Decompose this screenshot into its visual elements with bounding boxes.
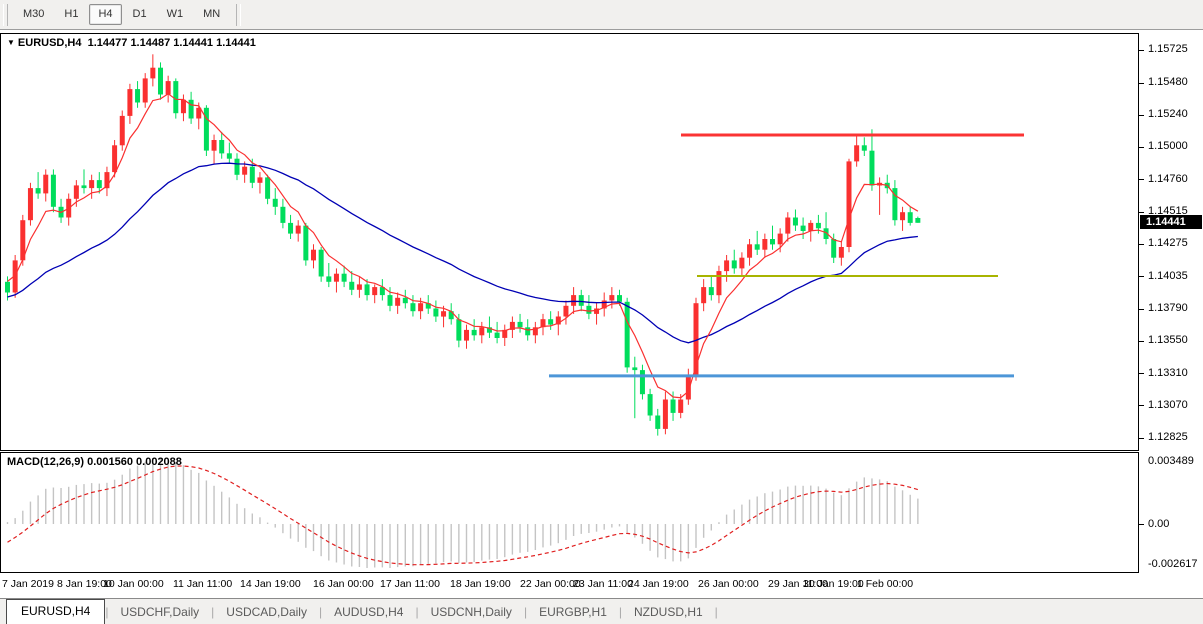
tab-separator: | — [415, 605, 419, 619]
chart-tab-audusd-h4[interactable]: AUDUSD,H4 — [334, 605, 404, 619]
time-axis-label: 29 Jan 11:00 — [768, 578, 828, 590]
price-axis-label: 1.13310 — [1148, 367, 1188, 379]
timeframe-button-w1[interactable]: W1 — [166, 8, 184, 20]
price-tick — [1139, 341, 1144, 342]
macd-tick — [1139, 524, 1144, 525]
timeframe-toolbar: M30 H1 H4 D1 W1 MN — [0, 0, 1203, 30]
tab-separator: | — [523, 605, 528, 619]
time-axis-label: 7 Jan 2019 — [2, 578, 54, 590]
time-axis-label: 16 Jan 00:00 — [313, 578, 374, 590]
tab-separator: | — [211, 605, 215, 619]
time-axis-label: 10 Jan 00:00 — [103, 578, 164, 590]
chart-tab-usdchf-daily[interactable]: USDCHF,Daily — [120, 605, 200, 619]
macd-canvas — [6, 458, 919, 568]
time-axis-label: 24 Jan 19:00 — [628, 578, 689, 590]
chart-dropdown-icon[interactable]: ▼ — [7, 38, 15, 47]
chart-tab-bar: EURUSD,H4 | USDCHF,Daily | USDCAD,Daily | AUDU… — [0, 598, 1203, 624]
chart-tab-eurusd-h4[interactable]: EURUSD,H4 — [6, 599, 106, 624]
timeframe-button-mn[interactable]: MN — [203, 8, 221, 20]
price-tick — [1139, 276, 1144, 277]
macd-name: MACD(12,26,9) — [7, 456, 85, 468]
tab-separator: | — [618, 605, 622, 619]
chart-tab-eurgbp-h1[interactable]: EURGBP,H1 — [539, 605, 607, 619]
price-axis-label: 1.15240 — [1148, 108, 1188, 120]
time-axis-label: 26 Jan 00:00 — [698, 578, 759, 590]
price-tick — [1139, 405, 1144, 406]
timeframe-button-m30[interactable]: M30 — [23, 8, 45, 20]
tab-separator: | — [318, 605, 323, 619]
price-tick — [1139, 438, 1144, 439]
chart-title: ▼ EURUSD,H4 1.14477 1.14487 1.14441 1.144… — [7, 37, 256, 49]
price-axis-label: 1.15725 — [1148, 43, 1188, 55]
time-axis-label: 8 Jan 19:00 — [57, 578, 112, 590]
macd-indicator-pane[interactable]: MACD(12,26,9) 0.001560 0.002088 — [0, 452, 1139, 573]
chart-symbol-label: EURUSD,H4 — [17, 37, 82, 49]
timeframe-button-h1[interactable]: H1 — [64, 8, 79, 20]
timeframe-button-h4[interactable]: H4 — [89, 4, 122, 25]
macd-axis-label-zero: 0.00 — [1148, 518, 1170, 530]
horizontal-line-objects[interactable] — [549, 133, 1024, 378]
price-axis-label: 1.14760 — [1148, 173, 1188, 185]
time-axis-label: 17 Jan 11:00 — [380, 578, 440, 590]
price-axis-label: 1.14035 — [1148, 270, 1188, 282]
current-price-tag: 1.14441 — [1140, 215, 1202, 229]
price-axis-label: 1.14275 — [1148, 237, 1188, 249]
price-axis-label: 1.13550 — [1148, 334, 1188, 346]
time-axis-label: 30 Jan 19:00 — [803, 578, 864, 590]
price-axis-label: 1.15000 — [1148, 140, 1188, 152]
price-tick — [1139, 115, 1144, 116]
price-tick — [1139, 244, 1144, 245]
tab-separator: | — [105, 605, 109, 619]
tab-separator: | — [714, 605, 718, 619]
macd-histogram — [6, 458, 919, 568]
time-axis-label: 22 Jan 00:00 — [520, 578, 581, 590]
chart-tab-nzdusd-h1[interactable]: NZDUSD,H1 — [634, 605, 703, 619]
time-axis-label: 11 Jan 11:00 — [173, 578, 233, 590]
time-axis[interactable]: 7 Jan 2019 8 Jan 19:00 10 Jan 00:00 11 Jan … — [0, 575, 1139, 597]
price-tick — [1139, 373, 1144, 374]
price-tick — [1139, 83, 1144, 84]
chart-tab-usdcnh-daily[interactable]: USDCNH,Daily — [430, 605, 512, 619]
price-chart-pane[interactable]: ▼ EURUSD,H4 1.14477 1.14487 1.14441 1.144… — [0, 33, 1139, 451]
chart-tab-usdcad-daily[interactable]: USDCAD,Daily — [226, 605, 307, 619]
time-axis-label: 18 Jan 19:00 — [450, 578, 511, 590]
price-tick — [1139, 50, 1144, 51]
price-tick — [1139, 147, 1144, 148]
price-axis[interactable]: 1.15725 1.15480 1.15240 1.15000 1.14760 1.145… — [1139, 30, 1203, 575]
macd-axis-label-min: -0.002617 — [1148, 558, 1198, 570]
macd-axis-label-max: 0.003489 — [1148, 455, 1194, 467]
macd-values: 0.001560 0.002088 — [87, 456, 182, 468]
macd-label: MACD(12,26,9) 0.001560 0.002088 — [7, 456, 182, 468]
toolbar-separator — [236, 3, 242, 26]
price-axis-label: 1.13790 — [1148, 302, 1188, 314]
chart-ohlc-values: 1.14477 1.14487 1.14441 1.14441 — [87, 37, 256, 49]
price-axis-label: 1.12825 — [1148, 431, 1188, 443]
price-axis-label: 1.15480 — [1148, 76, 1188, 88]
price-tick — [1139, 212, 1144, 213]
candlesticks — [5, 54, 921, 436]
moving-average-lines — [7, 93, 919, 399]
macd-signal-line — [7, 465, 919, 566]
time-axis-label: 1 Feb 00:00 — [857, 578, 914, 590]
price-axis-label: 1.14515 — [1148, 205, 1188, 217]
time-axis-label: 23 Jan 11:00 — [573, 578, 633, 590]
price-tick — [1139, 309, 1144, 310]
time-axis-label: 14 Jan 19:00 — [240, 578, 301, 590]
timeframe-button-d1[interactable]: D1 — [132, 8, 147, 20]
price-chart-canvas[interactable] — [1, 34, 1138, 450]
price-axis-label: 1.13070 — [1148, 399, 1188, 411]
toolbar-drag-handle[interactable] — [3, 3, 8, 26]
price-tick — [1139, 179, 1144, 180]
